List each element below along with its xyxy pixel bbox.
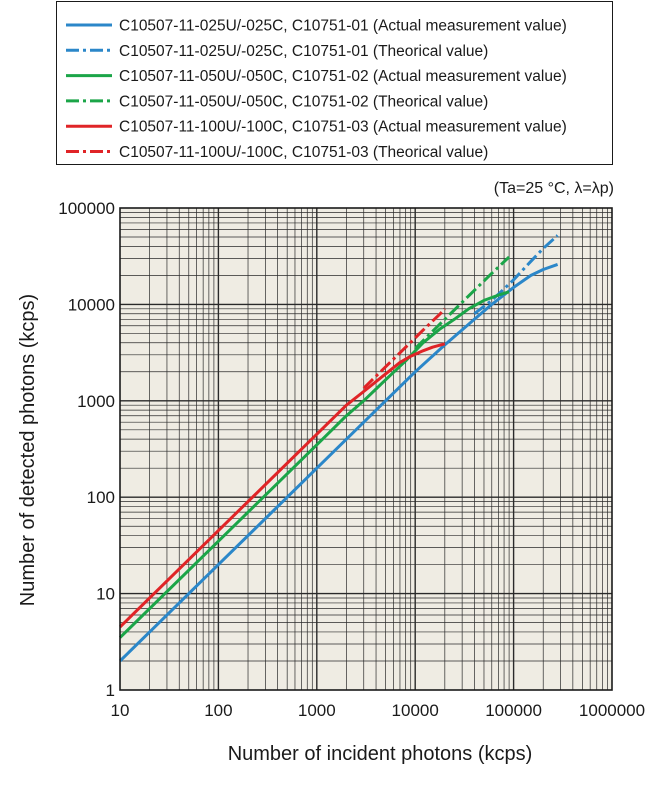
x-axis-label: Number of incident photons (kcps) — [228, 743, 533, 765]
series-line-3 — [118, 290, 510, 639]
legend-label: C10507-11-100U/-100C, C10751-03 (Actual … — [119, 119, 567, 136]
series-line-4 — [414, 255, 511, 350]
x-tick-label: 1000000 — [579, 701, 645, 720]
y-tick-label: 1000 — [77, 392, 115, 411]
plot-area — [120, 208, 612, 690]
y-axis-label: Number of detected photons (kcps) — [17, 294, 39, 606]
x-tick-labels: 10 100 1000 10000 100000 1000000 — [111, 701, 646, 720]
x-tick-label: 100 — [204, 701, 232, 720]
legend-label: C10507-11-025U/-025C, C10751-01 (Theoric… — [119, 43, 488, 60]
grid — [120, 208, 612, 690]
legend-label: C10507-11-025U/-025C, C10751-01 (Actual … — [119, 18, 567, 35]
y-tick-label: 1 — [106, 681, 115, 700]
y-tick-label: 100 — [87, 488, 115, 507]
series-lines — [118, 234, 559, 663]
y-tick-label: 10000 — [68, 295, 115, 314]
y-tick-label: 100000 — [58, 199, 115, 218]
legend-label: C10507-11-100U/-100C, C10751-03 (Theoric… — [119, 144, 488, 161]
legend-label: C10507-11-050U/-050C, C10751-02 (Theoric… — [119, 93, 488, 110]
plot-frame — [119, 207, 613, 691]
series-line-6 — [362, 307, 446, 390]
y-tick-labels: 1 10 100 1000 10000 100000 — [58, 199, 115, 700]
series-line-2 — [473, 234, 559, 315]
x-tick-label: 100000 — [485, 701, 542, 720]
legend-box — [56, 1, 613, 165]
series-line-5 — [118, 342, 446, 629]
x-tick-label: 10 — [111, 701, 130, 720]
measurement-condition: (Ta=25 °C, λ=λp) — [494, 180, 614, 197]
legend-label: C10507-11-050U/-050C, C10751-02 (Actual … — [119, 68, 567, 85]
x-tick-label: 10000 — [392, 701, 439, 720]
y-tick-label: 10 — [96, 585, 115, 604]
series-line-1 — [118, 262, 559, 663]
x-tick-label: 1000 — [298, 701, 336, 720]
legend: C10507-11-025U/-025C, C10751-01 (Actual … — [66, 18, 567, 161]
